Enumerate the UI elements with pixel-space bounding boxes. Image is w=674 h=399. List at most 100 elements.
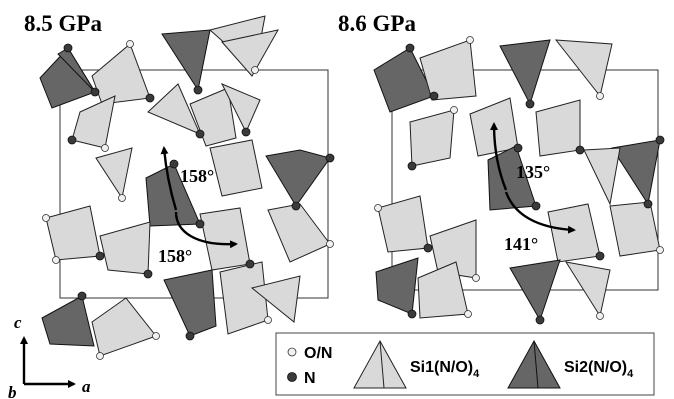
axis-label-a: a [82, 377, 91, 396]
on-atom [101, 144, 109, 152]
angle-label-lower-left: 158° [158, 246, 192, 266]
n-atom [195, 219, 205, 229]
n-atom [169, 159, 179, 169]
on-atom [96, 352, 104, 360]
on-atom [596, 312, 604, 320]
on-atom [42, 214, 50, 222]
tetrahedron-light [583, 147, 621, 206]
tetrahedron-light [419, 39, 477, 101]
on-atom [126, 40, 134, 48]
legend-si2-tetrahedron [507, 339, 561, 389]
n-atom [77, 291, 87, 301]
panel-title-left: 8.5 GPa [24, 11, 102, 36]
n-atom [195, 129, 205, 139]
axis-label-b: b [8, 383, 17, 399]
on-atom [52, 256, 60, 264]
tetrahedron-dark [509, 259, 561, 322]
tetrahedron-light [535, 99, 581, 157]
on-atom [326, 240, 334, 248]
legend-si2-label: Si2(N/O)4 [564, 359, 634, 380]
tetrahedron-dark-face [57, 47, 96, 93]
tetrahedra-left [39, 15, 331, 357]
tetrahedron-dark [499, 39, 551, 106]
n-atom [429, 91, 439, 101]
panel-left: 8.5 GPa 158° 158° [24, 11, 335, 360]
tetrahedron-dark [375, 257, 419, 315]
tetrahedron-light [250, 275, 301, 323]
n-atom [531, 201, 541, 211]
legend-on-symbol [287, 347, 297, 357]
n-atom [193, 85, 203, 95]
angle-label-upper-left: 158° [180, 166, 214, 186]
tetrahedron-light [71, 95, 116, 149]
tetrahedron-light [95, 147, 133, 200]
angle-label-upper-right: 135° [516, 162, 550, 182]
n-atom [643, 199, 653, 209]
tetrahedron-light [609, 201, 661, 257]
n-atom [291, 201, 301, 211]
n-atom [407, 161, 417, 171]
tetrahedron-light [220, 83, 261, 134]
legend-box [275, 332, 655, 396]
tetrahedron-light [91, 297, 157, 357]
n-atom [185, 331, 195, 341]
atoms-left [42, 40, 335, 360]
on-atom [450, 106, 458, 114]
on-atom [466, 36, 474, 44]
legend-n-symbol [287, 372, 297, 382]
legend-n-label: N [304, 370, 316, 387]
legend-si2-edge [533, 340, 539, 389]
tetrahedron-light [409, 109, 455, 167]
n-atom [595, 251, 605, 261]
n-atom [245, 259, 255, 269]
legend-on-label: O/N [304, 345, 332, 362]
n-atom [143, 269, 153, 279]
tetrahedron-light [147, 83, 201, 135]
n-atom [241, 127, 251, 137]
tetrahedron-light [199, 207, 251, 271]
n-atom [655, 135, 665, 145]
tetrahedron-dark [161, 29, 211, 92]
on-atom [152, 332, 160, 340]
on-atom [374, 204, 382, 212]
tetrahedron-light [209, 139, 263, 197]
tetrahedron-light [267, 203, 331, 263]
tetrahedron-dark [611, 139, 661, 206]
tetrahedron-light [554, 39, 613, 98]
n-atom [513, 143, 523, 153]
on-atom [251, 66, 259, 74]
n-atom [145, 93, 155, 103]
tetrahedron-light [221, 29, 279, 77]
n-atom [63, 43, 73, 53]
on-atom [596, 92, 604, 100]
on-atom [464, 310, 472, 318]
n-atom [535, 315, 545, 325]
tetrahedron-light [99, 221, 151, 275]
on-atom [472, 274, 480, 282]
n-atom [67, 135, 77, 145]
tetrahedron-dark [265, 149, 331, 207]
n-atom [423, 243, 433, 253]
tetrahedron-light [219, 261, 269, 335]
tetrahedron-light [45, 205, 101, 261]
n-atom [95, 251, 105, 261]
n-atom [407, 309, 417, 319]
n-atom [325, 153, 335, 163]
angle-arrow-upper [160, 146, 178, 211]
n-atom [525, 99, 535, 109]
tetrahedron-light [377, 195, 429, 253]
axis-label-c: c [14, 313, 22, 332]
panel-right: 8.6 GPa 135° 141° [338, 11, 665, 325]
legend: O/N N Si1(N/O)4 Si2(N/O)4 [275, 332, 655, 396]
n-atom [90, 87, 100, 97]
panel-title-right: 8.6 GPa [338, 11, 416, 36]
angle-label-lower-right: 141° [504, 234, 538, 254]
angle-arrow-upper [490, 122, 508, 191]
on-atom [264, 316, 272, 324]
axes-indicator: c a b [8, 313, 91, 399]
angle-arrow-lower [504, 191, 576, 234]
tetrahedron-light [564, 261, 611, 318]
angle-arrows-left [160, 146, 238, 249]
